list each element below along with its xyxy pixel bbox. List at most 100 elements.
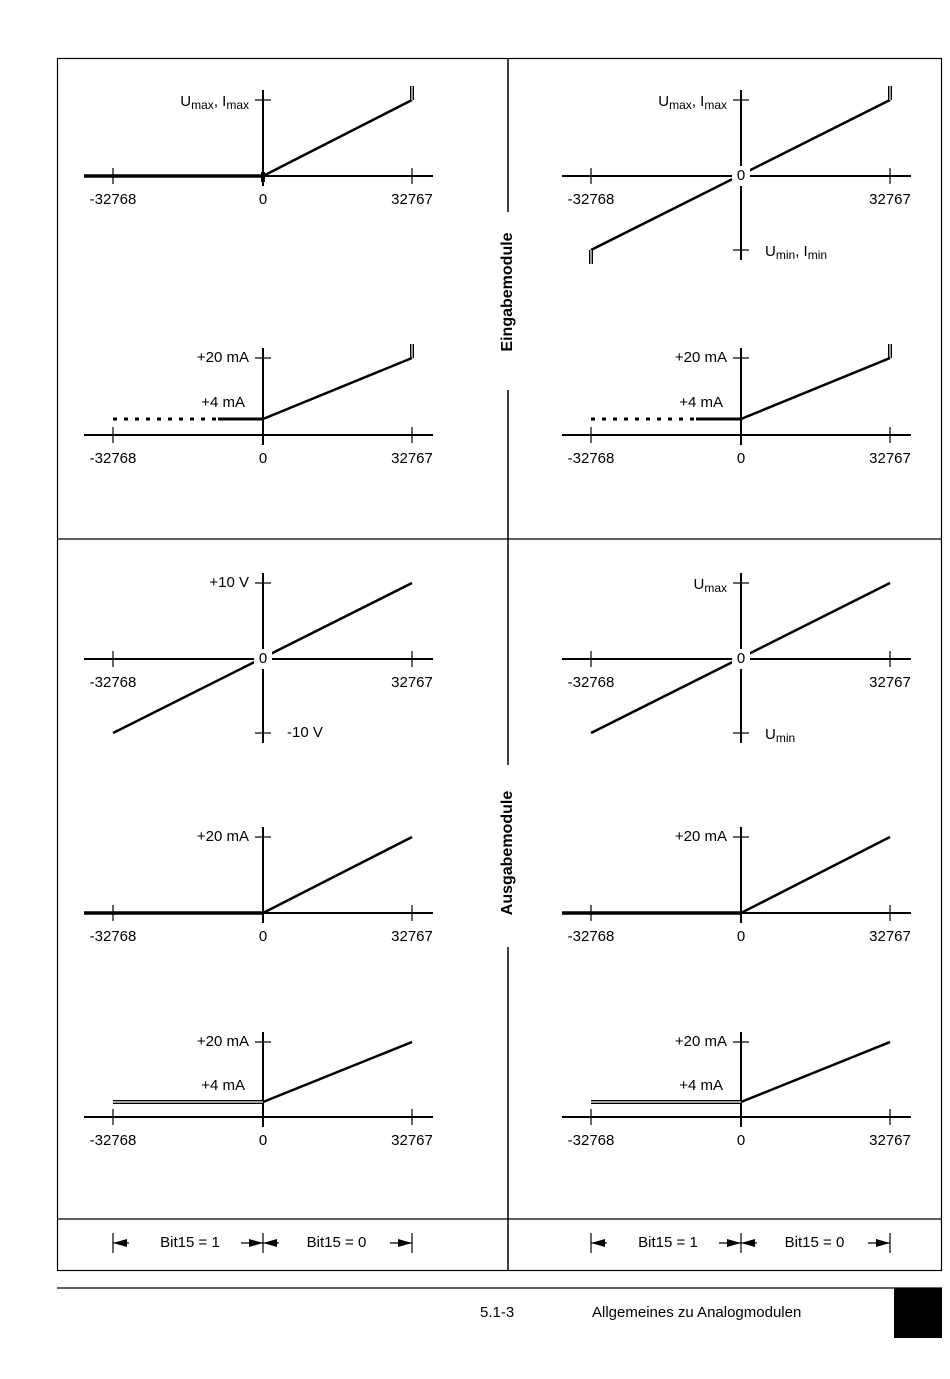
page-number: 5.1-3 — [480, 1304, 514, 1321]
section-label: Eingabemodule — [499, 232, 516, 351]
arrow — [591, 1239, 605, 1247]
section-label: Ausgabemodule — [499, 791, 516, 916]
label-part: , I — [692, 93, 705, 110]
graph-line — [740, 835, 891, 915]
arrow — [876, 1239, 890, 1247]
label-bg — [732, 166, 750, 186]
bottom-label: Umin, Imin — [765, 243, 827, 262]
label-part: +20 mA — [675, 828, 727, 845]
x-tick-label: -32768 — [568, 450, 615, 467]
top-label: Umax — [693, 576, 727, 595]
x-tick-label: 0 — [737, 1132, 745, 1149]
label-part: +4 mA — [679, 394, 723, 411]
x-tick-label: 32767 — [869, 450, 911, 467]
label-part: +20 mA — [675, 1033, 727, 1050]
x-tick-label: 32767 — [869, 674, 911, 691]
frame — [56, 57, 943, 1272]
graph-line — [262, 98, 413, 178]
x-tick-label: 0 — [259, 191, 267, 208]
footer-title: Allgemeines zu Analogmodulen — [592, 1304, 801, 1321]
top-label: +20 mA — [197, 349, 249, 366]
x-tick-label: -32768 — [568, 191, 615, 208]
top-label: +10 V — [209, 574, 249, 591]
arrow — [249, 1239, 263, 1247]
x-tick-label: 32767 — [869, 928, 911, 945]
top-label: +20 mA — [675, 1033, 727, 1050]
label-part: min — [776, 248, 795, 262]
mid-label: +4 mA — [679, 394, 723, 411]
label-part: max — [704, 98, 727, 112]
label-part: max — [191, 98, 214, 112]
top-label: +20 mA — [197, 828, 249, 845]
label-part: +4 mA — [201, 394, 245, 411]
x-tick-label: 32767 — [391, 450, 433, 467]
x-tick-label: 0 — [259, 450, 267, 467]
label-part: +10 V — [209, 574, 249, 591]
top-label: Umax, Imax — [658, 93, 727, 112]
label-part: min — [808, 248, 827, 262]
x-tick-label: 0 — [737, 928, 745, 945]
label-part: max — [704, 581, 727, 595]
label-part: +20 mA — [197, 349, 249, 366]
arrow — [113, 1239, 127, 1247]
bottom-label: -10 V — [287, 724, 323, 741]
label-part: -10 V — [287, 724, 323, 741]
arrow — [741, 1239, 755, 1247]
top-label: +20 mA — [197, 1033, 249, 1050]
graph-line — [740, 356, 891, 421]
arrow — [727, 1239, 741, 1247]
label-part: , I — [214, 93, 227, 110]
bit-label: Bit15 = 1 — [638, 1234, 698, 1251]
label-part: +4 mA — [201, 1077, 245, 1094]
arrow — [263, 1239, 277, 1247]
x-tick-label: -32768 — [90, 191, 137, 208]
x-tick-label: 32767 — [391, 1132, 433, 1149]
mid-label: +4 mA — [201, 394, 245, 411]
x-tick-label: -32768 — [90, 674, 137, 691]
label-part: +20 mA — [675, 349, 727, 366]
x-tick-label: 32767 — [391, 928, 433, 945]
origin-label: 0 — [737, 650, 745, 667]
label-part: +20 mA — [197, 828, 249, 845]
x-tick-label: -32768 — [90, 1132, 137, 1149]
origin-label: 0 — [259, 650, 267, 667]
x-tick-label: 32767 — [391, 191, 433, 208]
label-bg — [496, 765, 520, 947]
x-tick-label: -32768 — [90, 450, 137, 467]
top-label: +20 mA — [675, 828, 727, 845]
label-part: max — [226, 98, 249, 112]
graph-line — [262, 1040, 413, 1104]
graph-line — [262, 835, 413, 915]
top-label: Umax, Imax — [180, 93, 249, 112]
label-part: +4 mA — [679, 1077, 723, 1094]
label-part: U — [180, 93, 191, 110]
bit-label: Bit15 = 0 — [307, 1234, 367, 1251]
x-tick-label: 0 — [737, 450, 745, 467]
x-tick-label: 0 — [259, 1132, 267, 1149]
bit-label: Bit15 = 0 — [785, 1234, 845, 1251]
graph-line — [262, 356, 413, 421]
label-bg — [496, 212, 520, 390]
x-tick-label: -32768 — [90, 928, 137, 945]
bit-label: Bit15 = 1 — [160, 1234, 220, 1251]
x-tick-label: -32768 — [568, 1132, 615, 1149]
label-part: U — [765, 243, 776, 260]
mid-label: +4 mA — [679, 1077, 723, 1094]
label-part: U — [693, 576, 704, 593]
label-part: +20 mA — [197, 1033, 249, 1050]
label-part: U — [658, 93, 669, 110]
label-part: min — [776, 731, 795, 745]
x-tick-label: 32767 — [869, 1132, 911, 1149]
label-bg — [732, 649, 750, 669]
label-part: , I — [795, 243, 808, 260]
label-part: U — [765, 726, 776, 743]
graph-line — [740, 1040, 891, 1104]
arrow — [398, 1239, 412, 1247]
x-tick-label: -32768 — [568, 928, 615, 945]
x-tick-label: 32767 — [391, 674, 433, 691]
mid-label: +4 mA — [201, 1077, 245, 1094]
label-bg — [254, 649, 272, 669]
bottom-label: Umin — [765, 726, 795, 745]
origin-label: 0 — [737, 167, 745, 184]
